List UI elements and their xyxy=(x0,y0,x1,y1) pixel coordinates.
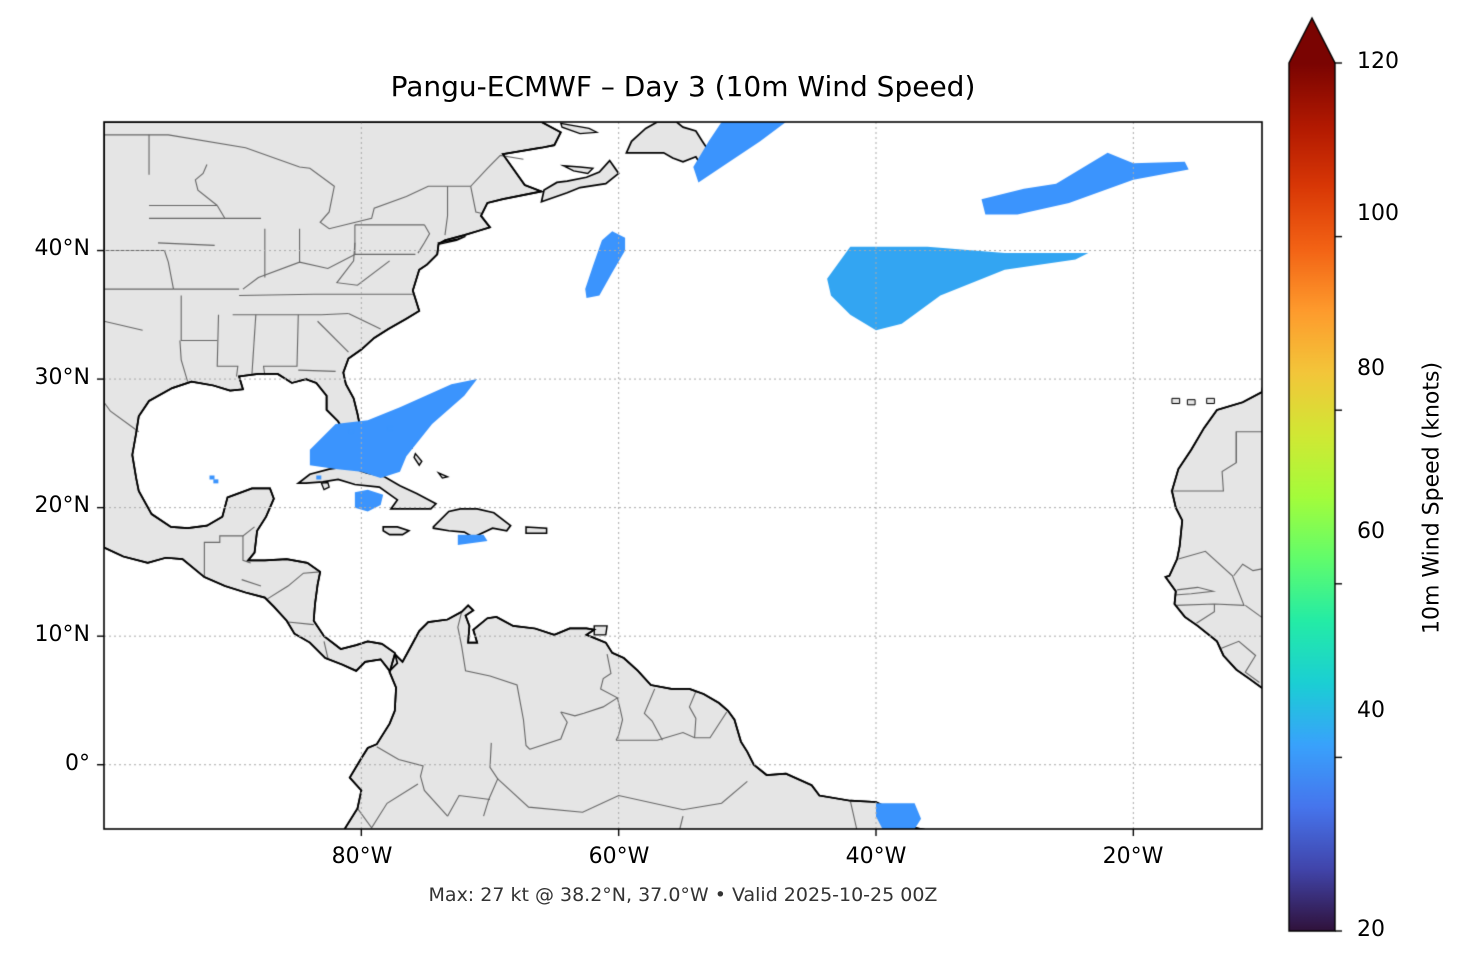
lon-tick-label: 20°W xyxy=(1102,844,1164,869)
lat-tick-label: 40°N xyxy=(34,236,90,261)
lon-tick-label: 40°W xyxy=(845,844,907,869)
lon-tick-label: 60°W xyxy=(588,844,650,869)
colorbar-tick-label: 80 xyxy=(1357,356,1385,381)
lon-tick-label: 80°W xyxy=(331,844,393,869)
colorbar-tick-label: 20 xyxy=(1357,917,1385,942)
footer-caption: Max: 27 kt @ 38.2°N, 37.0°W • Valid 2025… xyxy=(428,884,938,906)
colorbar-tick-label: 100 xyxy=(1357,201,1399,226)
lat-tick-label: 0° xyxy=(65,751,90,776)
lat-tick-label: 30°N xyxy=(34,365,90,390)
lat-tick-label: 20°N xyxy=(34,493,90,518)
colorbar-tick-label: 120 xyxy=(1357,49,1399,74)
lat-tick-label: 10°N xyxy=(34,622,90,647)
colorbar-tick-label: 40 xyxy=(1357,698,1385,723)
colorbar-title: 10m Wind Speed (knots) xyxy=(1419,361,1445,635)
colorbar-tick-label: 60 xyxy=(1357,519,1385,544)
map-title: Pangu-ECMWF – Day 3 (10m Wind Speed) xyxy=(390,70,976,103)
